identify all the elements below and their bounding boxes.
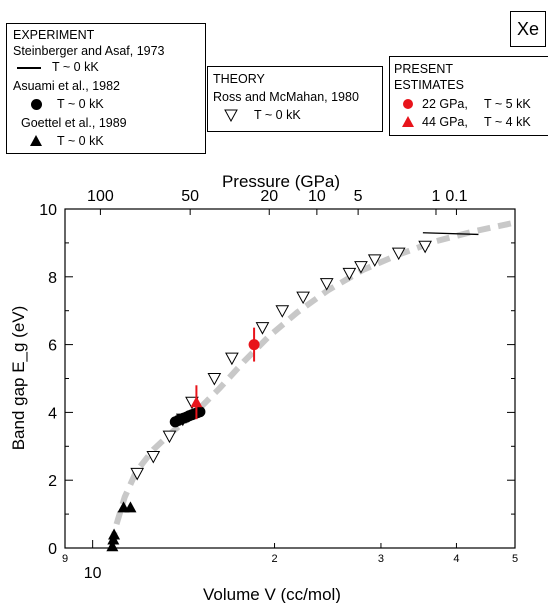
trend-curve-layer <box>108 219 516 546</box>
goettel-point <box>106 540 119 552</box>
open-triangle-down-marker-icon <box>224 109 238 122</box>
data-marks-layer <box>106 232 479 552</box>
legend-condition-asuami: T ~ 0 kK <box>57 97 104 111</box>
legend-condition-steinberger: T ~ 0 kK <box>52 60 99 74</box>
theory-point <box>342 267 357 281</box>
top-axis-tick-label: 0.1 <box>445 188 467 205</box>
theory-point <box>367 254 382 267</box>
legend-experiment: EXPERIMENT Steinberger and Asaf, 1973 T … <box>6 23 206 154</box>
legend-condition-goettel: T ~ 0 kK <box>57 134 104 148</box>
x-tick-label-minor: 5 <box>512 553 518 565</box>
estimate-22gpa-point <box>248 339 260 351</box>
line-marker-icon <box>17 67 41 69</box>
legend-present-pressure-44: 44 GPa, <box>422 115 468 129</box>
legend-theory-heading: THEORY <box>213 72 265 86</box>
legend-source-steinberger: Steinberger and Asaf, 1973 <box>13 44 165 58</box>
legend-experiment-heading: EXPERIMENT <box>13 28 95 42</box>
y-tick-label: 6 <box>48 338 57 355</box>
x-tick-label-minor: 2 <box>271 553 277 565</box>
legend-present-pressure-22: 22 GPa, <box>422 97 468 111</box>
legend-present-condition-22: T ~ 5 kK <box>484 97 531 111</box>
theory-point <box>130 467 145 481</box>
top-axis-tick-label: 10 <box>308 188 326 205</box>
filled-triangle-marker-icon <box>30 135 42 146</box>
theory-point <box>162 430 177 444</box>
axis-ticks-layer: 0 2 4 6 8 10 9 2 3 4 5 10 100 50 20 10 5 1 0.1 <box>39 188 518 582</box>
theory-point <box>354 261 368 274</box>
x-tick-label-minor: 4 <box>453 553 459 565</box>
plot-area-border <box>64 208 516 549</box>
legend-source-asuami: Asuami et al., 1982 <box>13 79 121 93</box>
goettel-point <box>108 528 121 540</box>
theory-point <box>391 247 406 261</box>
y-tick-label: 0 <box>48 541 57 558</box>
filled-circle-marker-icon <box>31 99 42 110</box>
estimate-44gpa-point <box>190 396 203 408</box>
top-axis-tick-label: 5 <box>354 188 363 205</box>
theory-point <box>225 352 239 366</box>
legend-source-ross: Ross and McMahan, 1980 <box>213 90 359 104</box>
theory-point <box>418 240 432 254</box>
top-axis-title: Pressure (GPa) <box>222 172 340 191</box>
top-axis-tick-label: 1 <box>432 188 441 205</box>
theory-point <box>146 450 161 464</box>
y-tick-label: 4 <box>48 405 57 422</box>
legend-present-condition-44: T ~ 4 kK <box>484 115 531 129</box>
theory-point <box>275 305 290 318</box>
legend-theory: THEORY Ross and McMahan, 1980 T ~ 0 kK <box>207 66 383 132</box>
theory-point <box>296 291 310 305</box>
x-axis-title: Volume V (cc/mol) <box>203 585 341 603</box>
x-tick-label-minor: 9 <box>62 553 68 565</box>
x-tick-label-major: 10 <box>84 565 102 582</box>
theory-point <box>319 278 334 291</box>
legend-condition-ross: T ~ 0 kK <box>254 108 301 122</box>
top-axis-tick-label: 20 <box>260 188 278 205</box>
plot-frame <box>64 208 516 549</box>
goettel-point <box>124 501 137 513</box>
legend-present-heading-line1: PRESENT <box>394 62 454 76</box>
top-axis-tick-label: 50 <box>181 188 199 205</box>
theory-point <box>255 322 270 335</box>
x-tick-label-minor: 3 <box>378 553 384 565</box>
steinberger-line-mark <box>422 232 479 236</box>
y-tick-label: 8 <box>48 270 57 287</box>
legend-present-heading-line2: ESTIMATES <box>394 78 464 92</box>
top-axis-tick-label: 100 <box>87 188 114 205</box>
y-tick-label: 2 <box>48 473 57 490</box>
y-tick-label: 10 <box>39 202 57 219</box>
y-axis-title: Band gap E_g (eV) <box>9 306 28 451</box>
trend-curve-line <box>108 219 516 546</box>
red-triangle-marker-icon <box>402 116 414 127</box>
red-circle-marker-icon <box>403 99 413 109</box>
element-tag: Xe <box>510 11 546 47</box>
legend-source-goettel: Goettel et al., 1989 <box>21 116 127 130</box>
legend-present-estimates: PRESENT ESTIMATES 22 GPa, T ~ 5 kK 44 GP… <box>389 56 548 136</box>
theory-point <box>207 373 222 386</box>
